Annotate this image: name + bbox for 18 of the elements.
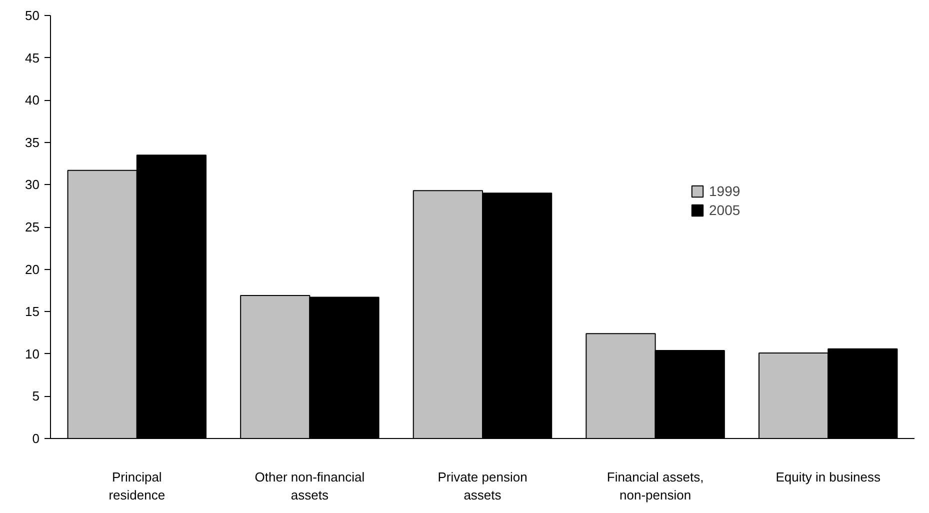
- x-tick-label: Equity in business: [776, 470, 881, 484]
- y-tick-label: 25: [25, 220, 40, 234]
- y-tick-label: 40: [25, 92, 40, 108]
- x-tick-label: Financial assets, non-pension: [606, 470, 704, 502]
- y-tick-label: 15: [25, 304, 40, 320]
- x-tick-label: Private pension assets: [438, 470, 528, 502]
- y-tick-label: 20: [25, 262, 40, 277]
- y-tick-label: 5: [32, 388, 40, 404]
- y-tick-label: 50: [25, 8, 40, 23]
- legend-label: 1999: [709, 183, 740, 199]
- y-tick-label: 35: [25, 134, 40, 150]
- x-tick-label: Other non-financial assets: [254, 470, 365, 502]
- y-tick-label: 10: [25, 346, 40, 362]
- x-tick-label: Principal residence: [108, 470, 166, 502]
- y-tick-label: 45: [25, 50, 40, 66]
- y-tick-label: 30: [25, 177, 40, 192]
- y-tick-label: 0: [32, 431, 40, 446]
- legend-label: 2005: [709, 202, 740, 218]
